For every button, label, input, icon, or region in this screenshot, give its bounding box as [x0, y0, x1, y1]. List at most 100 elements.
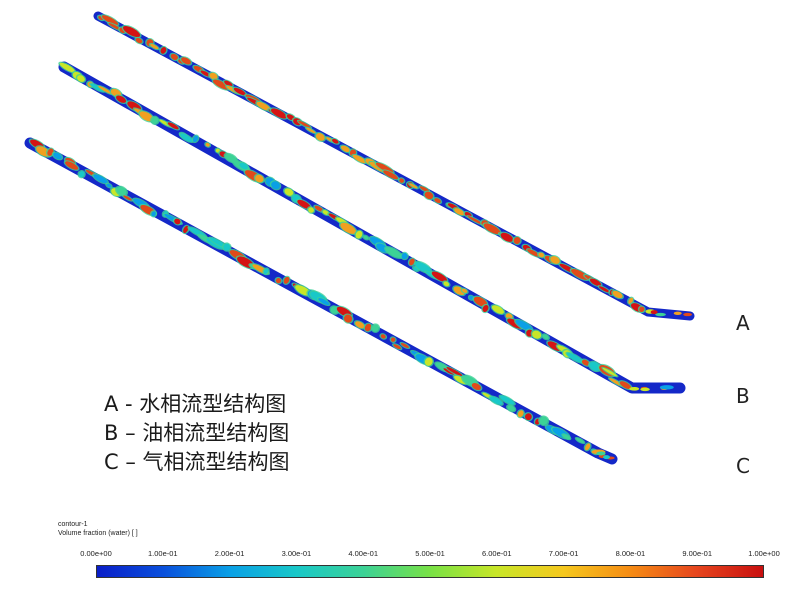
phase-blob: [639, 306, 645, 313]
phase-blob: [390, 337, 396, 342]
phase-blob: [167, 122, 179, 130]
pipe-body: [58, 61, 686, 394]
phase-blob: [467, 216, 484, 225]
colorbar-tick-label: 5.00e-01: [415, 549, 445, 558]
phase-blob: [170, 53, 178, 60]
phase-blob: [434, 198, 441, 204]
phase-blob: [562, 434, 570, 440]
phase-blob: [566, 352, 584, 363]
phase-blob: [314, 205, 324, 212]
phase-blob: [183, 225, 189, 233]
colorbar-title: contour-1: [58, 521, 88, 528]
colorbar-tick-label: 1.00e+00: [748, 549, 780, 558]
colorbar-title-block: contour-1 Volume fraction (water) [ ]: [58, 520, 138, 538]
phase-blob: [308, 207, 314, 213]
colorbar-tick-label: 0.00e+00: [80, 549, 112, 558]
phase-blob: [650, 310, 658, 315]
phase-blob: [298, 120, 311, 128]
phase-blob: [139, 111, 154, 122]
phase-blob: [59, 62, 75, 73]
phase-blob: [491, 305, 504, 314]
phase-blob: [673, 311, 682, 316]
phase-blob: [116, 186, 127, 196]
phase-blob: [482, 304, 489, 312]
phase-blob: [355, 230, 363, 239]
phase-blob: [589, 278, 602, 287]
phase-blob: [538, 252, 545, 258]
phase-blob: [284, 188, 294, 196]
phase-blob: [446, 366, 463, 377]
phase-blob: [517, 410, 524, 418]
phase-blob: [619, 381, 632, 390]
phase-blob: [364, 323, 372, 332]
phase-blob: [550, 256, 560, 264]
legend-item-oil: B – 油相流型结构图: [104, 421, 290, 445]
phase-blob: [659, 385, 674, 390]
phase-blob: [454, 208, 465, 216]
pipe-a: [93, 11, 695, 321]
colorbar-tick-label: 9.00e-01: [682, 549, 712, 558]
phase-blob: [371, 324, 379, 332]
phase-blob: [385, 247, 402, 258]
phase-blob: [223, 243, 231, 251]
phase-blob: [123, 26, 141, 38]
phase-blob: [53, 152, 62, 160]
colorbar-tick-label: 4.00e-01: [348, 549, 378, 558]
pipe-label-c: C: [736, 454, 750, 478]
phase-blob: [233, 87, 246, 96]
phase-blob: [180, 133, 193, 142]
colorbar-tick-label: 1.00e-01: [147, 549, 178, 558]
phase-blob: [209, 72, 218, 80]
phase-blob: [399, 178, 404, 183]
phase-blob: [515, 319, 533, 331]
phase-blob: [255, 174, 264, 183]
phase-blob: [589, 361, 601, 371]
phase-blob: [489, 396, 503, 405]
phase-blob: [343, 314, 353, 323]
phase-blob: [461, 288, 468, 293]
phase-blob: [424, 357, 433, 366]
phase-blob: [409, 258, 415, 266]
phase-blob: [683, 312, 693, 317]
phase-blob: [629, 386, 640, 391]
phase-blob: [209, 237, 227, 248]
colorbar-subtitle: Volume fraction (water) [ ]: [58, 530, 138, 537]
phase-blob: [193, 135, 199, 143]
phase-blob: [181, 57, 191, 65]
phase-blob: [212, 79, 229, 90]
phase-blob: [78, 171, 85, 178]
phase-blob: [306, 127, 316, 134]
colorbar-tick-label: 8.00e-01: [615, 549, 646, 558]
phase-blob: [93, 174, 108, 184]
phase-blob: [513, 237, 521, 244]
phase-blob: [224, 80, 233, 87]
phase-blob: [340, 222, 357, 234]
phase-blob: [315, 133, 325, 141]
phase-blob: [401, 252, 408, 260]
phase-blob: [612, 290, 623, 299]
phase-blob: [473, 296, 488, 307]
phase-blob: [239, 162, 248, 170]
phase-blob: [271, 181, 280, 190]
phase-blob: [340, 145, 351, 153]
phase-blob: [499, 395, 515, 405]
pipe-label-a: A: [736, 311, 750, 335]
legend-item-gas: C – 气相流型结构图: [104, 450, 290, 474]
phase-blob: [419, 186, 430, 192]
phase-blob: [115, 95, 127, 103]
phase-blob: [332, 138, 339, 144]
legend-item-water: A - 水相流型结构图: [104, 392, 287, 416]
phase-blob: [507, 405, 515, 412]
phase-blob: [318, 298, 330, 305]
phase-blob: [380, 334, 386, 339]
phase-blob: [150, 43, 159, 50]
phase-blob: [655, 312, 666, 317]
phase-blob: [483, 223, 501, 235]
phase-blob: [532, 330, 542, 339]
phase-blob: [363, 235, 369, 240]
phase-blob: [400, 343, 409, 348]
phase-blob: [98, 85, 113, 95]
phase-blob: [77, 75, 85, 82]
phase-blob: [65, 161, 79, 170]
